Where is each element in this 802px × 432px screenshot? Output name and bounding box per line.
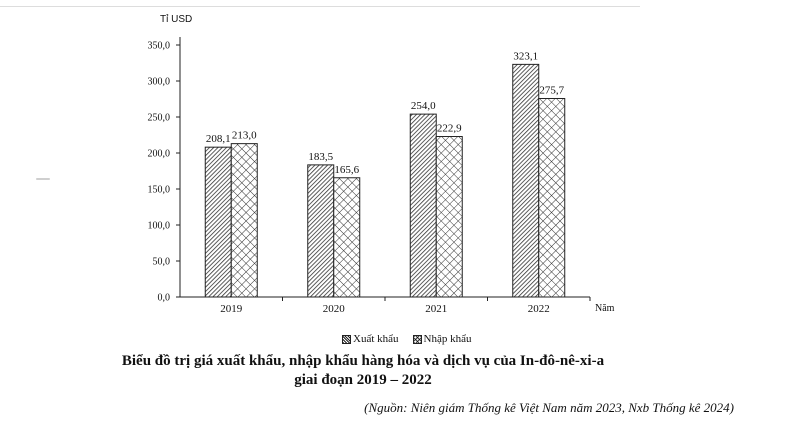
y-tick-label: 50,0 <box>153 257 171 268</box>
bar-import <box>436 137 462 297</box>
labels: 208,1213,0 183,5165,6 254,0222,9 323,1 275,7 <box>206 50 565 175</box>
bar-chart: 0,0 50,0 100,0 150,0 200,0 250,0 300,0 350,0 Tỉ … <box>0 0 802 345</box>
y-tick-label: 100,0 <box>148 221 171 232</box>
data-label: 183,5 <box>308 151 333 163</box>
x-axis-title: Năm <box>595 303 615 314</box>
x-tick-label: 2020 <box>323 303 346 315</box>
bar-import <box>539 98 565 297</box>
bar-export <box>205 147 231 297</box>
bar-export <box>308 165 334 297</box>
legend-label-export: Xuất khẩu <box>353 333 399 345</box>
bar-export <box>410 114 436 297</box>
legend-swatch-import <box>413 335 422 344</box>
x-tick-label: 2019 <box>220 303 243 315</box>
data-label: 208,1 <box>206 133 231 145</box>
y-tick-label: 200,0 <box>148 149 171 160</box>
y-tick-label: 250,0 <box>148 113 171 124</box>
legend-swatch-export <box>342 335 351 344</box>
legend-label-import: Nhập khẩu <box>424 333 472 345</box>
data-label: 165,6 <box>334 164 359 176</box>
y-axis-title: Tỉ USD <box>160 13 192 25</box>
legend-item-export: Xuất khẩu <box>342 333 399 345</box>
data-label: 213,0 <box>232 130 257 142</box>
chart-source: (Nguồn: Niên giám Thống kê Việt Nam năm … <box>364 400 734 416</box>
legend: Xuất khẩu Nhập khẩu <box>342 333 471 345</box>
y-tick-label: 0,0 <box>158 293 171 304</box>
legend-item-import: Nhập khẩu <box>413 333 472 345</box>
data-label: 275,7 <box>539 84 564 96</box>
y-tick-label: 300,0 <box>148 77 171 88</box>
bar-export <box>513 64 539 297</box>
y-tick-label: 150,0 <box>148 185 171 196</box>
y-tick-label: 350,0 <box>148 41 171 52</box>
x-tick-label: 2021 <box>425 303 447 315</box>
x-tick-label: 2022 <box>528 303 550 315</box>
bars <box>205 64 565 297</box>
chart-title-line1: Biểu đồ trị giá xuất khẩu, nhập khẩu hàn… <box>0 352 764 371</box>
data-label: 323,1 <box>513 50 538 62</box>
bar-import <box>231 144 257 297</box>
chart-title-line2: giai đoạn 2019 – 2022 <box>0 371 764 390</box>
data-label: 222,9 <box>437 123 462 135</box>
bar-import <box>334 178 360 297</box>
data-label: 254,0 <box>411 100 436 112</box>
